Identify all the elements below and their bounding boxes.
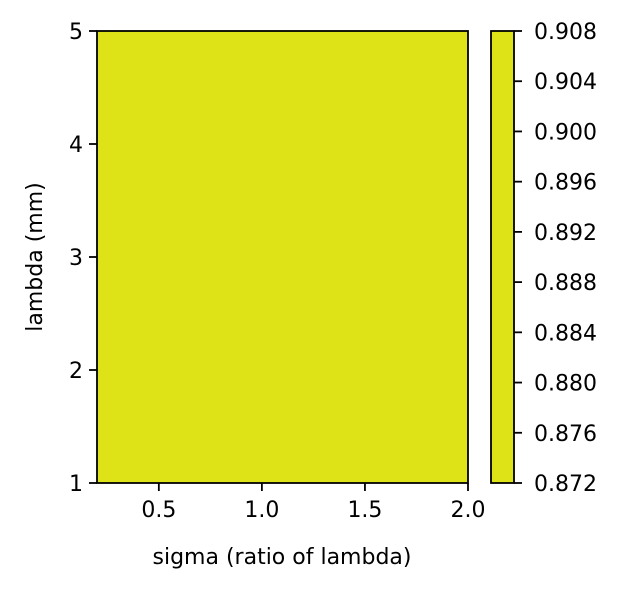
y-tick-label: 1	[69, 472, 83, 497]
x-tick-label: 1.0	[244, 498, 279, 523]
colorbar-tick-label: 0.888	[534, 271, 597, 296]
y-tick-label: 2	[69, 359, 83, 384]
colorbar-tick-label: 0.896	[534, 171, 597, 196]
y-tick-label: 4	[69, 133, 83, 158]
y-tick-label: 5	[69, 20, 83, 45]
colorbar-tick-label: 0.892	[534, 221, 597, 246]
x-axis-label: sigma (ratio of lambda)	[153, 545, 412, 570]
x-tick-label: 0.5	[141, 498, 176, 523]
colorbar-tick-label: 0.908	[534, 20, 597, 45]
colorbar-frame	[490, 30, 515, 484]
heatmap-area	[97, 31, 468, 483]
colorbar-tick-label: 0.876	[534, 422, 597, 447]
y-axis-label: lambda (mm)	[23, 182, 48, 331]
plot-frame	[96, 30, 469, 484]
colorbar-tick-label: 0.904	[534, 70, 597, 95]
colorbar-tick-label: 0.880	[534, 372, 597, 397]
colorbar-tick-label: 0.872	[534, 472, 597, 497]
x-axis-ticks: 0.5 1.0 1.5 2.0	[141, 483, 486, 523]
y-tick-label: 3	[69, 246, 83, 271]
x-tick-label: 2.0	[451, 498, 486, 523]
colorbar-tick-label: 0.900	[534, 120, 597, 145]
x-tick-label: 1.5	[347, 498, 382, 523]
colorbar-tick-label: 0.884	[534, 321, 597, 346]
colorbar-ticks: 0.872 0.876 0.880 0.884 0.888 0.892 0.896 0.900…	[514, 20, 597, 497]
colorbar	[491, 31, 514, 483]
y-axis-ticks: 1 2 3 4 5	[69, 20, 97, 497]
